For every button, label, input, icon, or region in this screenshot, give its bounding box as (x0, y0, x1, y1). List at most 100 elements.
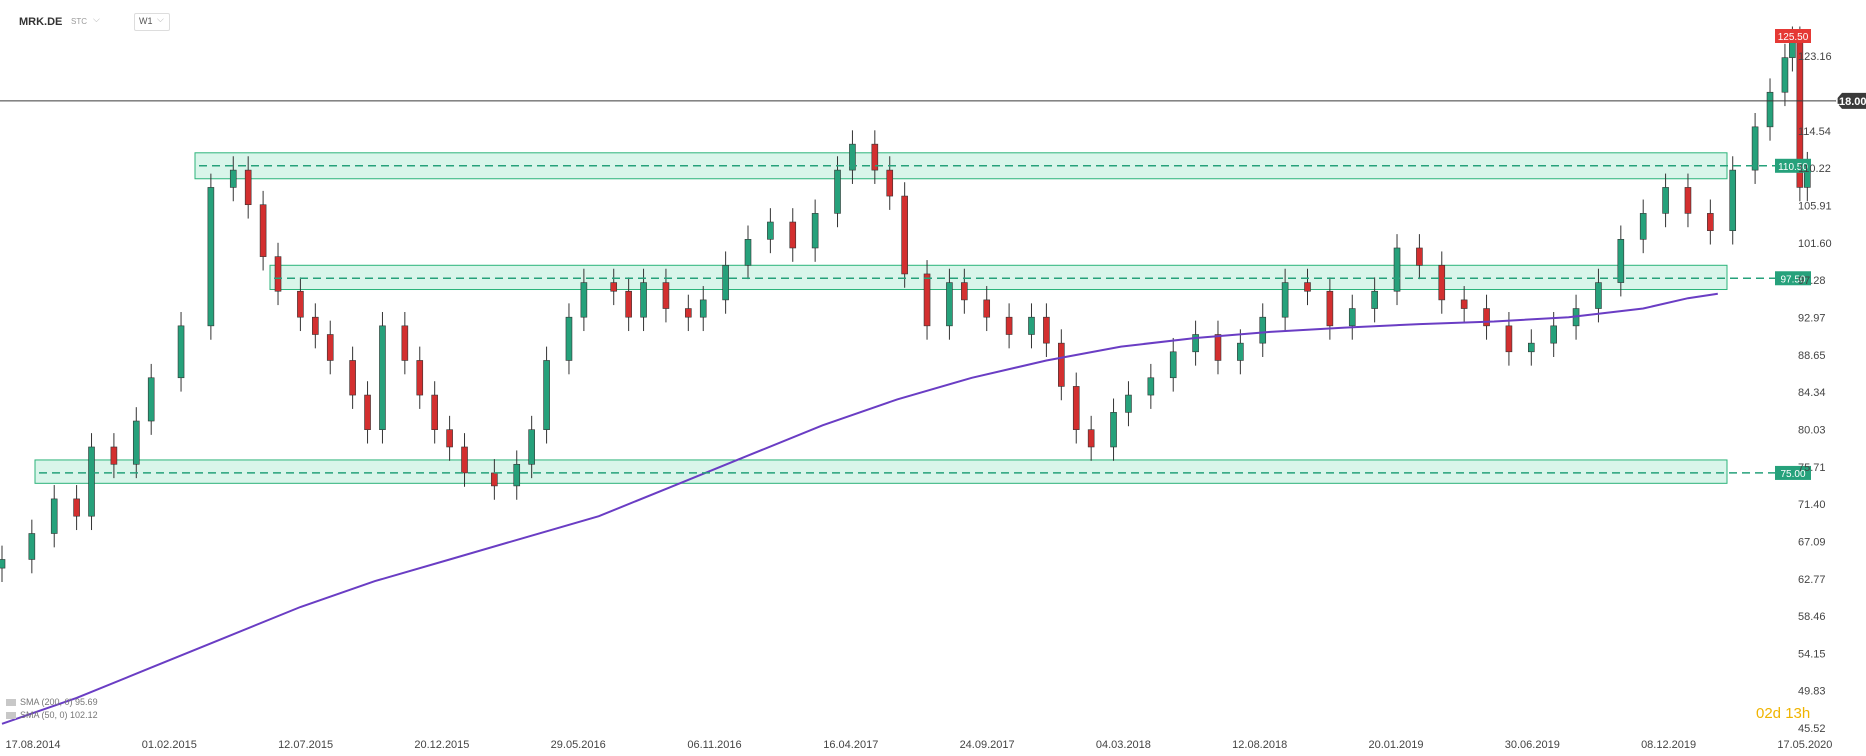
candle-body (207, 187, 215, 327)
candle-body (849, 143, 856, 171)
candle-body (1072, 386, 1080, 430)
candle-body (625, 290, 632, 318)
candle-body (699, 299, 707, 318)
candle-body (1617, 239, 1625, 283)
y-tick-label: 58.46 (1798, 611, 1826, 623)
timeframe-chevron-icon[interactable]: ⌵ (157, 14, 164, 24)
candle-body (1684, 187, 1692, 214)
candle-body (50, 498, 58, 534)
legend-sma-200-name: SMA (200, 0) (20, 697, 73, 707)
current-price-label: 118.00 (1833, 96, 1866, 108)
candle-body (1729, 169, 1737, 231)
candle-body (229, 169, 237, 188)
candle-body (1259, 316, 1267, 344)
candle-body (811, 213, 819, 249)
timeframe-select[interactable] (134, 13, 170, 31)
candle-body (1087, 429, 1095, 448)
candle-body (1005, 316, 1013, 335)
candle-body (416, 360, 424, 396)
y-tick-label: 80.03 (1798, 424, 1826, 436)
candle-body (834, 169, 841, 214)
y-tick-label: 75.71 (1798, 462, 1826, 474)
level-tag-label: 75.00 (1780, 469, 1805, 480)
candle-body (1505, 325, 1513, 353)
candle-body (901, 195, 908, 275)
y-tick-label: 49.83 (1798, 686, 1826, 698)
y-tick-label: 114.54 (1798, 126, 1831, 138)
candle-body (1281, 282, 1289, 318)
legend-sma-50-name: SMA (50, 0) (20, 710, 68, 720)
candlesticks (0, 26, 1811, 582)
top-level-tag-label: 125.50 (1778, 32, 1809, 43)
y-tick-label: 97.28 (1798, 275, 1826, 287)
candle-body (431, 394, 438, 430)
candle-body (491, 472, 498, 487)
current-price-tag (1835, 92, 1866, 109)
candle-body (379, 325, 386, 430)
x-tick-label: 12.07.2015 (278, 739, 333, 751)
candle-body (1460, 299, 1468, 309)
candle-body (73, 498, 80, 517)
candle-body (1393, 247, 1401, 292)
indicator-visibility-icon[interactable] (6, 699, 16, 707)
legend-sma-200[interactable]: SMA (200, 0) 95.69 (6, 697, 98, 707)
x-tick-label: 04.03.2018 (1096, 739, 1151, 751)
candle-body (177, 325, 185, 379)
price-zone (269, 264, 1728, 291)
candle-body (312, 316, 319, 335)
y-tick-label: 110.22 (1798, 163, 1831, 175)
candle-body (1707, 213, 1714, 231)
legend-sma-50[interactable]: SMA (50, 0) 102.12 (6, 710, 98, 720)
sma-200-path (1, 292, 1718, 725)
candle-body (326, 334, 334, 361)
timeframe-label[interactable]: W1 (139, 16, 153, 26)
candle-body (543, 360, 550, 430)
y-tick-label: 45.52 (1798, 723, 1826, 735)
price-axis: 123.16 114.54 110.22 105.91 101.60 97.28 92.97… (1798, 51, 1832, 735)
symbol-label[interactable]: MRK.DE (19, 16, 63, 28)
date-axis: 17.08.2014 01.02.2015 12.07.2015 20.12.2015… (5, 739, 1832, 751)
instrument-type-label: STC (71, 17, 87, 26)
indicator-visibility-icon[interactable] (6, 712, 16, 720)
candle-body (364, 394, 371, 430)
candle-body (1662, 187, 1669, 214)
instrument-dropdown-chevron-icon[interactable]: ⌵ (93, 14, 100, 24)
x-tick-label: 01.02.2015 (142, 739, 197, 751)
candle-body (244, 169, 252, 206)
x-tick-label: 20.12.2015 (414, 739, 469, 751)
candle-body (110, 446, 118, 465)
y-tick-label: 105.91 (1798, 200, 1832, 212)
candle-body (1169, 351, 1177, 379)
candle-body (259, 204, 267, 257)
candle-body (349, 360, 356, 396)
x-tick-label: 29.05.2016 (551, 739, 606, 751)
x-tick-label: 20.01.2019 (1368, 739, 1423, 751)
x-tick-label: 16.04.2017 (823, 739, 878, 751)
candle-body (1781, 57, 1789, 93)
candle-body (685, 308, 692, 318)
candle-body (1028, 316, 1035, 335)
sma-200-line (1, 292, 1718, 725)
candle-body (88, 446, 95, 517)
candle-body (1326, 290, 1334, 327)
level-tag (1775, 158, 1811, 173)
y-tick-label: 54.15 (1798, 648, 1826, 660)
candle-body (0, 559, 6, 569)
y-tick-label: 62.77 (1798, 574, 1826, 586)
y-tick-label: 123.16 (1798, 51, 1832, 63)
candle-body (1058, 342, 1065, 387)
y-tick-label: 71.40 (1798, 499, 1826, 511)
candle-body (1214, 334, 1222, 361)
candle-body (1147, 377, 1155, 396)
x-tick-label: 24.09.2017 (960, 739, 1015, 751)
candle-body (1766, 91, 1774, 128)
top-level-tag (1775, 29, 1811, 43)
candle-body (610, 282, 618, 292)
candle-body (1110, 412, 1117, 448)
x-tick-label: 17.05.2020 (1777, 739, 1832, 751)
level-lines: 110.50 97.50 75.00 125.50 118.00 (0, 29, 1866, 480)
candle-body (1639, 213, 1647, 240)
candle-body (983, 299, 991, 318)
candle-body (1043, 316, 1050, 344)
